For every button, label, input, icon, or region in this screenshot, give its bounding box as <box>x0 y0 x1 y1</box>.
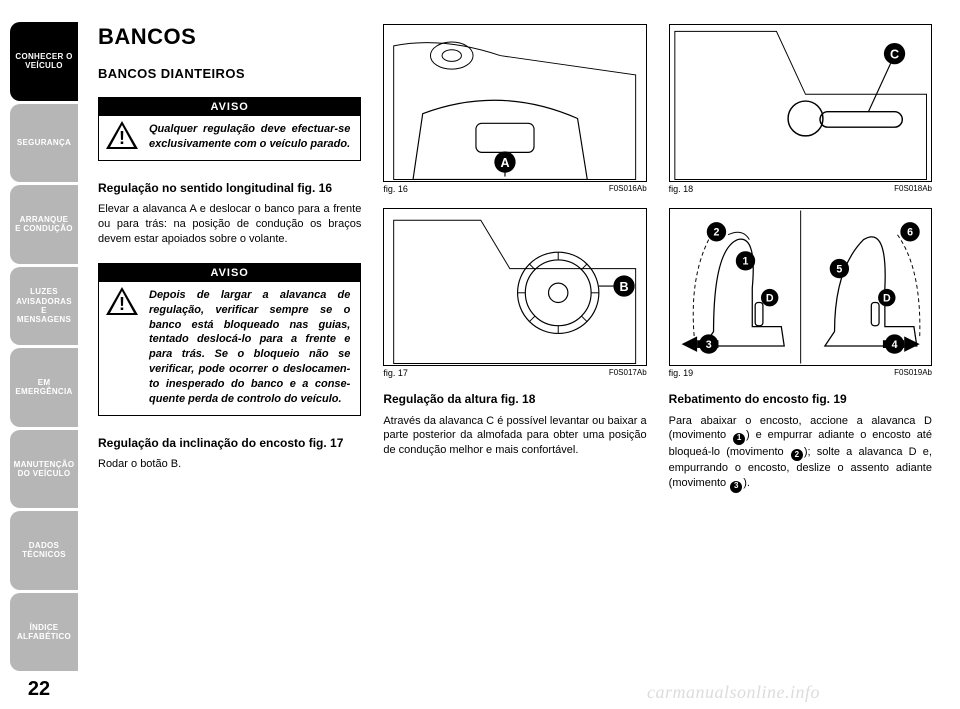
aviso-title: AVISO <box>99 98 360 116</box>
figure-18-labels: fig. 18 F0S018Ab <box>669 184 932 194</box>
warning-icon: ! <box>105 120 139 150</box>
svg-text:C: C <box>890 47 899 61</box>
content: BANCOS BANCOS DIANTEIROS AVISO ! Qualque… <box>78 0 960 709</box>
sidebar-tab-luzes[interactable]: LUZES AVISADORAS E MENSAGENS <box>10 267 78 346</box>
sec-body-altura: Através da alavanca C é possível levanta… <box>383 414 646 459</box>
figure-19: 1 2 3 4 5 6 D D <box>669 208 932 366</box>
figure-16: A <box>383 24 646 182</box>
column-1: BANCOS BANCOS DIANTEIROS AVISO ! Qualque… <box>98 24 361 693</box>
sec-body-inclinacao: Rodar o botão B. <box>98 457 361 472</box>
step-marker-1: 1 <box>733 433 745 445</box>
sec-body-rebatimento: Para abaixar o encosto, accione a alavan… <box>669 414 932 493</box>
svg-text:A: A <box>501 156 510 170</box>
svg-text:3: 3 <box>705 339 711 351</box>
column-2: A fig. 16 F0S016Ab <box>383 24 646 693</box>
watermark: carmanualsonline.info <box>647 682 820 703</box>
fig-code: F0S017Ab <box>609 368 647 378</box>
figure-17-labels: fig. 17 F0S017Ab <box>383 368 646 378</box>
heading-bancos-dianteiros: BANCOS DIANTEIROS <box>98 66 361 81</box>
fig-code: F0S016Ab <box>609 184 647 194</box>
sidebar: CONHECER O VEÍCULO SEGURANÇA ARRANQUE E … <box>0 0 78 709</box>
sidebar-tab-arranque[interactable]: ARRANQUE E CONDUÇÃO <box>10 185 78 264</box>
page-number: 22 <box>0 678 78 701</box>
column-3: C fig. 18 F0S018Ab <box>669 24 932 693</box>
figure-16-labels: fig. 16 F0S016Ab <box>383 184 646 194</box>
fig-code: F0S018Ab <box>894 184 932 194</box>
fig-label: fig. 18 <box>669 184 694 194</box>
svg-text:6: 6 <box>907 227 913 239</box>
svg-text:2: 2 <box>713 227 719 239</box>
sidebar-tab-seguranca[interactable]: SEGURANÇA <box>10 104 78 183</box>
svg-text:5: 5 <box>836 263 842 275</box>
svg-text:1: 1 <box>742 256 748 268</box>
sidebar-tab-label: LUZES AVISADORAS E MENSAGENS <box>10 287 78 324</box>
sidebar-tab-label: DADOS TÉCNICOS <box>19 541 69 559</box>
svg-text:D: D <box>883 293 891 305</box>
aviso-box-1: AVISO ! Qualquer regulação deve efectuar… <box>98 97 361 161</box>
sidebar-tab-manutencao[interactable]: MANUTENÇÃO DO VEÍCULO <box>10 430 78 509</box>
fig-label: fig. 19 <box>669 368 694 378</box>
fig-code: F0S019Ab <box>894 368 932 378</box>
text-run: ). <box>743 477 750 489</box>
svg-text:4: 4 <box>891 339 897 351</box>
svg-text:D: D <box>766 293 774 305</box>
svg-text:!: ! <box>119 128 125 148</box>
sidebar-tab-label: CONHECER O VEÍCULO <box>12 52 75 70</box>
sidebar-tab-label: EM EMERGÊNCIA <box>12 378 75 396</box>
sidebar-tab-conhecer[interactable]: CONHECER O VEÍCULO <box>10 22 78 101</box>
figure-17: B <box>383 208 646 366</box>
step-marker-2: 2 <box>791 449 803 461</box>
sec-title-longitudinal: Regulação no sentido longitudinal fig. 1… <box>98 181 361 197</box>
fig-label: fig. 17 <box>383 368 408 378</box>
step-marker-3: 3 <box>730 481 742 493</box>
sidebar-tab-label: ÍNDICE ALFABÉTICO <box>14 623 74 641</box>
heading-bancos: BANCOS <box>98 24 361 50</box>
sidebar-tab-emergencia[interactable]: EM EMERGÊNCIA <box>10 348 78 427</box>
sec-title-altura: Regulação da altura fig. 18 <box>383 392 646 408</box>
sidebar-tab-label: SEGURANÇA <box>14 138 74 147</box>
sidebar-tab-label: ARRANQUE E CONDUÇÃO <box>12 215 76 233</box>
sidebar-tab-label: MANUTENÇÃO DO VEÍCULO <box>11 460 78 478</box>
sec-title-rebatimento: Rebatimento do encosto fig. 19 <box>669 392 932 408</box>
figure-19-labels: fig. 19 F0S019Ab <box>669 368 932 378</box>
aviso-title: AVISO <box>99 264 360 282</box>
figure-18: C <box>669 24 932 182</box>
svg-text:B: B <box>620 280 629 294</box>
sidebar-tab-indice[interactable]: ÍNDICE ALFABÉTICO <box>10 593 78 672</box>
sec-body-longitudinal: Elevar a alavanca A e deslocar o banco p… <box>98 202 361 247</box>
sidebar-tab-dados[interactable]: DADOS TÉCNICOS <box>10 511 78 590</box>
warning-icon: ! <box>105 286 139 316</box>
svg-text:!: ! <box>119 294 125 314</box>
aviso-box-2: AVISO ! Depois de largar a alavanca de r… <box>98 263 361 416</box>
sec-title-inclinacao: Regulação da inclinação do encosto fig. … <box>98 436 361 452</box>
fig-label: fig. 16 <box>383 184 408 194</box>
